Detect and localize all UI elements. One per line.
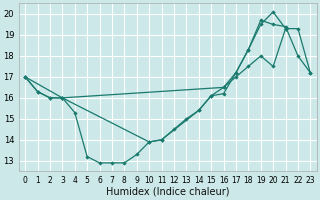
X-axis label: Humidex (Indice chaleur): Humidex (Indice chaleur) — [106, 187, 229, 197]
